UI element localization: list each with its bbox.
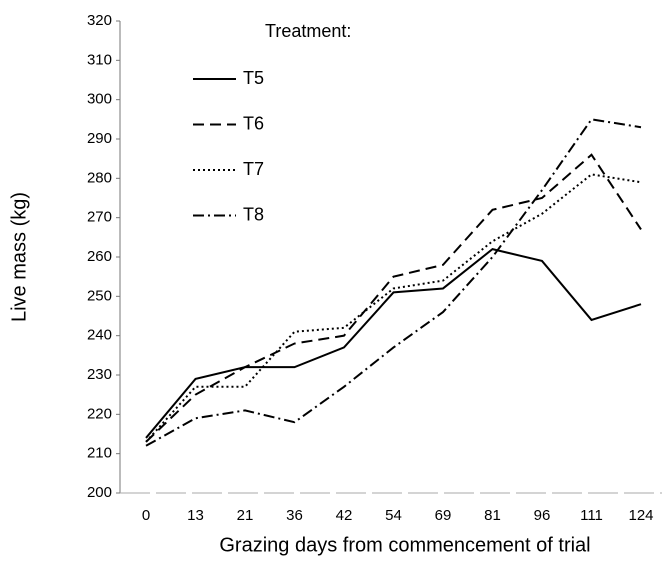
y-tick-label: 220: [87, 405, 112, 422]
x-tick-label: 42: [336, 507, 353, 524]
legend-label: T7: [243, 159, 264, 179]
y-tick-label: 290: [87, 130, 112, 147]
y-tick-label: 310: [87, 51, 112, 68]
series-line: [145, 118, 642, 447]
x-tick-label: 0: [142, 507, 150, 524]
series-line: [145, 173, 642, 443]
y-tick-label: 270: [87, 209, 112, 226]
x-tick-label: 13: [187, 507, 204, 524]
y-axis-title: Live mass (kg): [8, 192, 30, 322]
y-tick-label: 260: [87, 248, 112, 265]
x-axis-title: Grazing days from commencement of trial: [219, 534, 590, 556]
x-tick-label: 21: [237, 507, 254, 524]
legend-label: T5: [243, 68, 264, 88]
y-tick-label: 210: [87, 445, 112, 462]
x-tick-label: 81: [484, 507, 501, 524]
legend-label: T6: [243, 113, 264, 133]
x-tick-label: 69: [435, 507, 452, 524]
x-tick-label: 36: [286, 507, 303, 524]
series-line: [145, 248, 642, 439]
y-tick-label: 300: [87, 91, 112, 108]
x-tick-label: 54: [385, 507, 402, 524]
y-tick-label: 230: [87, 366, 112, 383]
legend-title: Treatment:: [265, 21, 351, 41]
y-tick-label: 320: [87, 12, 112, 29]
y-tick-label: 250: [87, 287, 112, 304]
legend-label: T8: [243, 204, 264, 224]
x-tick-label: 124: [628, 507, 653, 524]
y-tick-label: 280: [87, 169, 112, 186]
x-tick-label: 96: [534, 507, 551, 524]
series-line: [145, 153, 642, 443]
x-tick-label: 111: [580, 507, 603, 524]
y-tick-label: 240: [87, 327, 112, 344]
y-tick-label: 200: [87, 484, 112, 501]
